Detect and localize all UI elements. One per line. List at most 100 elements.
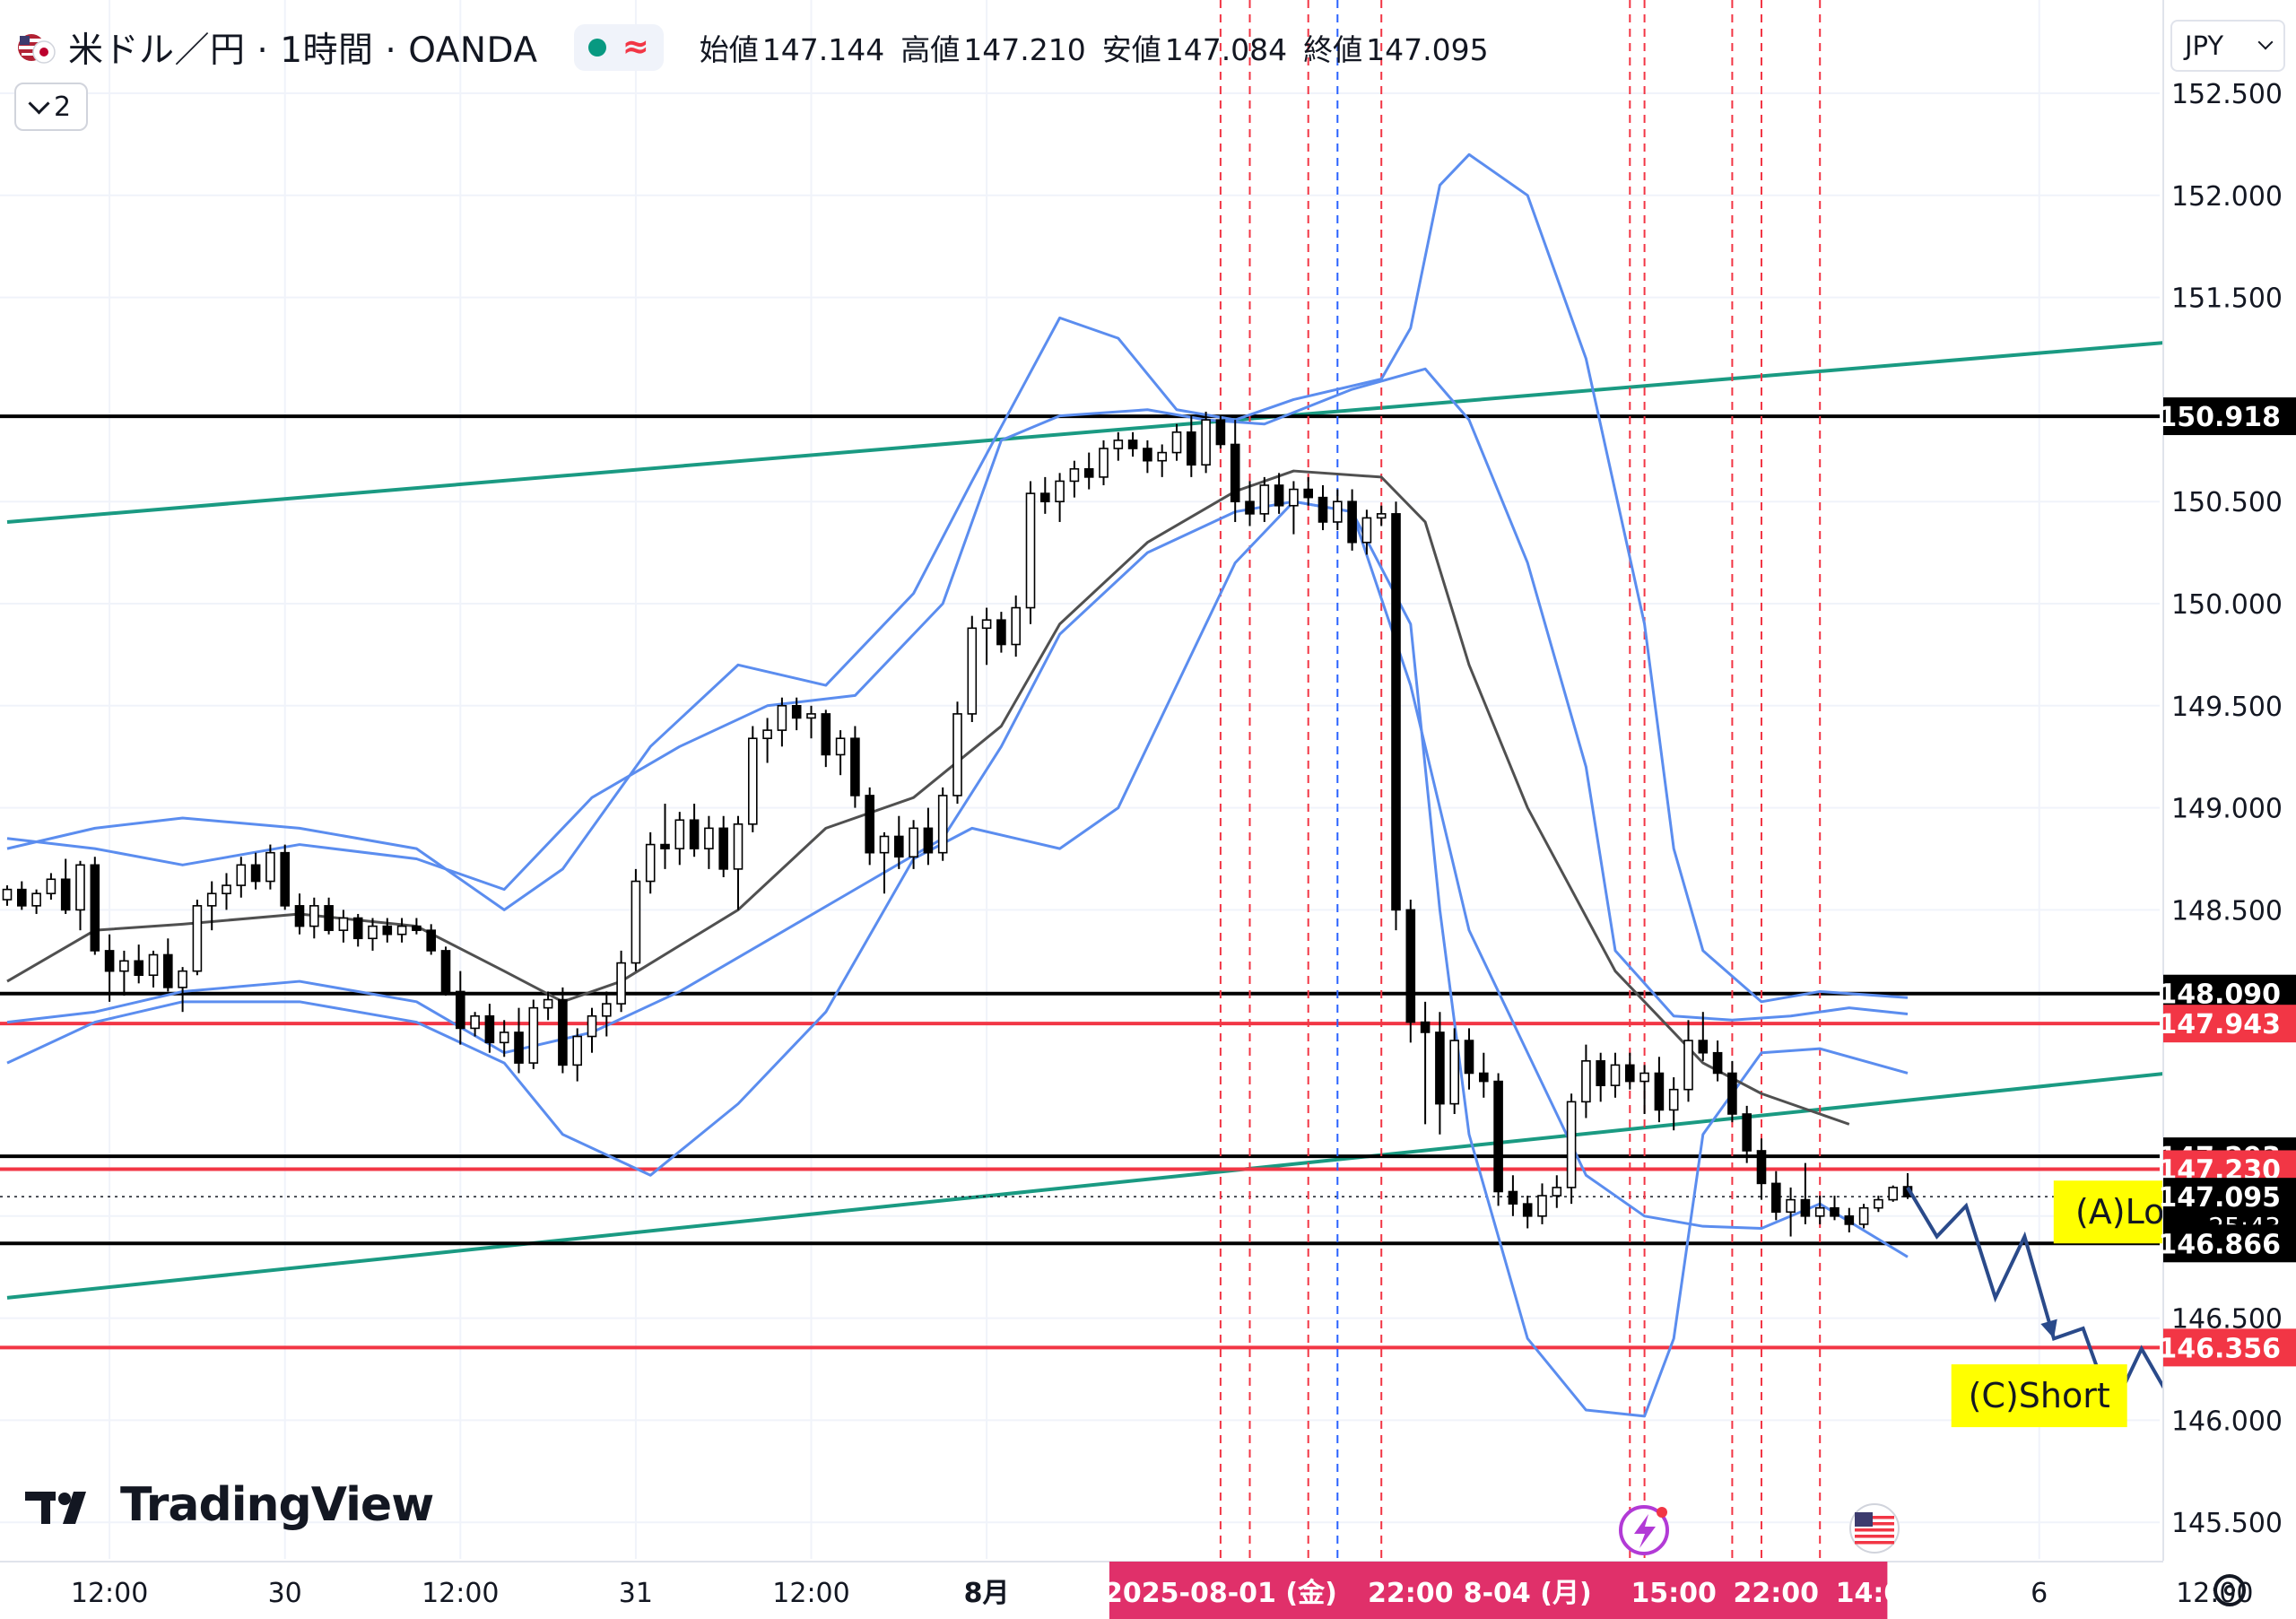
candle-body	[294, 905, 305, 927]
candle-body	[206, 892, 217, 907]
candle-body	[1537, 1195, 1547, 1217]
candle	[1786, 1187, 1796, 1237]
price-tick-label: 150.500	[2171, 487, 2283, 518]
candle-body	[455, 990, 465, 1030]
candle-body	[412, 925, 422, 931]
candle	[747, 726, 758, 832]
candle	[1289, 481, 1299, 535]
chart-grid	[0, 0, 2216, 1559]
candle	[806, 705, 816, 739]
price-level-tag	[2163, 1005, 2296, 1043]
candle	[1376, 505, 1387, 527]
candle-body	[747, 737, 758, 825]
candle-body	[645, 843, 656, 883]
candle-body	[850, 737, 860, 796]
price-axis[interactable]: 145.500146.000146.500147.000148.500149.0…	[2158, 0, 2296, 1619]
candle-body	[1289, 488, 1299, 507]
price-tick-label: 145.500	[2171, 1508, 2283, 1539]
candle	[865, 787, 875, 866]
candle	[1201, 412, 1211, 474]
candle-body	[250, 864, 261, 883]
candle-body	[163, 953, 173, 988]
candle-body	[178, 970, 187, 988]
candle-body	[762, 729, 772, 740]
candle	[412, 918, 422, 935]
candle-body	[1771, 1182, 1781, 1214]
candle-body	[352, 917, 363, 940]
candle	[952, 701, 962, 805]
candle	[163, 938, 173, 992]
candle	[104, 934, 115, 1002]
time-tick-label: 12:00	[71, 1578, 148, 1609]
candle	[674, 812, 685, 866]
candle	[1187, 415, 1196, 477]
candle	[558, 987, 568, 1074]
candle-body	[1566, 1101, 1577, 1188]
candle-body	[821, 713, 831, 756]
candle-body	[1333, 500, 1343, 523]
candle	[1888, 1185, 1898, 1202]
candle	[1391, 501, 1401, 931]
time-highlight-label: 15:00	[1631, 1578, 1717, 1609]
candle-body	[1786, 1198, 1796, 1214]
candle-body	[90, 864, 100, 952]
candle-body	[996, 619, 1006, 646]
candle-body	[514, 1031, 524, 1064]
candle-body	[1259, 484, 1270, 515]
candle	[396, 918, 407, 943]
candle-body	[1420, 1021, 1431, 1033]
candle	[850, 726, 860, 808]
candle	[1756, 1138, 1767, 1200]
candle	[90, 857, 100, 955]
flag-stripe	[1855, 1528, 1894, 1532]
price-level-lines[interactable]	[0, 414, 2160, 1350]
candle	[1712, 1040, 1723, 1082]
price-level-value: 146.356	[2158, 1333, 2281, 1364]
price-level-value: 146.866	[2158, 1229, 2281, 1260]
candle-body	[572, 1035, 583, 1066]
candle-body	[1610, 1064, 1621, 1086]
candle-body	[46, 878, 57, 894]
candle	[1040, 476, 1050, 514]
candle-body	[1830, 1206, 1839, 1217]
candle-body	[1522, 1203, 1533, 1217]
event-icons[interactable]	[1619, 1503, 1900, 1555]
candle	[31, 889, 41, 914]
gear-icon[interactable]	[2213, 1574, 2246, 1606]
candle	[265, 844, 275, 890]
projection-path[interactable]	[1906, 1165, 2296, 1415]
vertical-marker-lines[interactable]	[1219, 0, 1822, 1559]
symbol-title[interactable]: 米ドル／円 · 1時間 · OANDA	[68, 30, 538, 71]
candle-body	[396, 925, 407, 936]
candle-body	[1361, 517, 1372, 544]
annotation-box: (C)Short	[1951, 1364, 2127, 1428]
candle	[250, 852, 261, 890]
market-status-pill[interactable]: ≈	[573, 24, 664, 71]
candle	[1581, 1044, 1591, 1119]
currency-label: JPY	[2185, 30, 2224, 61]
candle	[1668, 1077, 1679, 1131]
candle	[937, 787, 948, 861]
usd-jpy-flag-icon	[16, 28, 56, 67]
indicator-collapse-button[interactable]: 2	[14, 83, 88, 131]
candle	[46, 873, 57, 901]
candle	[645, 831, 656, 894]
candle-body	[222, 884, 231, 894]
ohlc-close: 終値 147.095	[1303, 32, 1489, 67]
price-tick-label: 148.500	[2171, 895, 2283, 927]
candle	[1596, 1052, 1605, 1102]
candlestick-series	[2, 412, 1913, 1237]
time-highlight-label: 14:00	[1836, 1578, 1922, 1609]
candle	[1127, 431, 1138, 457]
candle	[1610, 1052, 1621, 1098]
candle-body	[1668, 1088, 1679, 1111]
candle-body	[134, 960, 144, 977]
candle-body	[1347, 500, 1357, 544]
candle	[1858, 1204, 1869, 1229]
currency-select[interactable]: JPY	[2170, 20, 2285, 72]
candle	[1522, 1196, 1533, 1229]
economic-event-icon	[1619, 1505, 1669, 1555]
bb-outer-upper-line	[6, 152, 1909, 1004]
